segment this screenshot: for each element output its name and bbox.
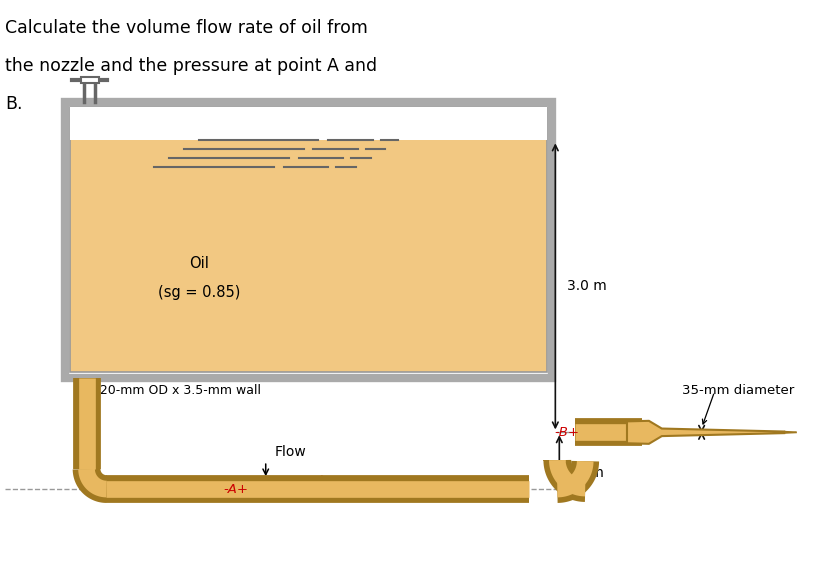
Text: Calculate the volume flow rate of oil from: Calculate the volume flow rate of oil fr… (5, 19, 368, 37)
Text: B.: B. (5, 95, 22, 113)
Text: (sg = 0.85): (sg = 0.85) (158, 286, 240, 300)
Polygon shape (627, 421, 784, 444)
Text: Flow: Flow (275, 445, 306, 459)
Polygon shape (784, 431, 796, 433)
Bar (65, 102, 552, 378)
Text: the nozzle and the pressure at point A and: the nozzle and the pressure at point A a… (5, 57, 377, 75)
Bar (70, 107, 546, 141)
Text: 3.0 m: 3.0 m (567, 279, 607, 293)
Bar (81, 77, 99, 83)
Text: 120-mm OD x 3.5-mm wall: 120-mm OD x 3.5-mm wall (91, 384, 261, 396)
Text: -A+: -A+ (223, 483, 249, 496)
Text: -B+: -B+ (555, 426, 579, 439)
Text: Oil: Oil (189, 255, 209, 271)
Bar (70, 107, 546, 372)
Text: 35-mm diameter: 35-mm diameter (681, 384, 794, 397)
Text: 1.0 m: 1.0 m (565, 466, 604, 480)
